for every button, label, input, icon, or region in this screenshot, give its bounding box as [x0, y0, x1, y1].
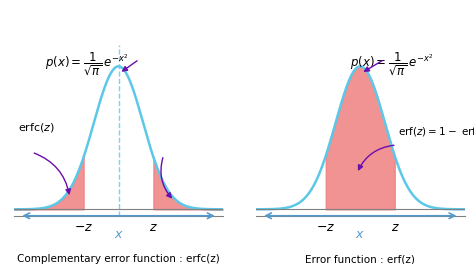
Text: Error function : erf(z): Error function : erf(z) [305, 254, 415, 264]
Text: $x$: $x$ [114, 228, 123, 241]
Text: $x$: $x$ [356, 228, 365, 241]
Text: $p(x) = \dfrac{1}{\sqrt{\pi}}\, e^{-x^2}$: $p(x) = \dfrac{1}{\sqrt{\pi}}\, e^{-x^2}… [45, 50, 129, 77]
Text: erf$(z) = 1 -$ erfc$(z)$: erf$(z) = 1 -$ erfc$(z)$ [399, 125, 474, 139]
Text: erfc$(z)$: erfc$(z)$ [18, 121, 55, 134]
Text: Complementary error function : erfc(z): Complementary error function : erfc(z) [17, 254, 220, 264]
Text: $p(x) = \dfrac{1}{\sqrt{\pi}}\, e^{-x^2}$: $p(x) = \dfrac{1}{\sqrt{\pi}}\, e^{-x^2}… [349, 50, 434, 77]
